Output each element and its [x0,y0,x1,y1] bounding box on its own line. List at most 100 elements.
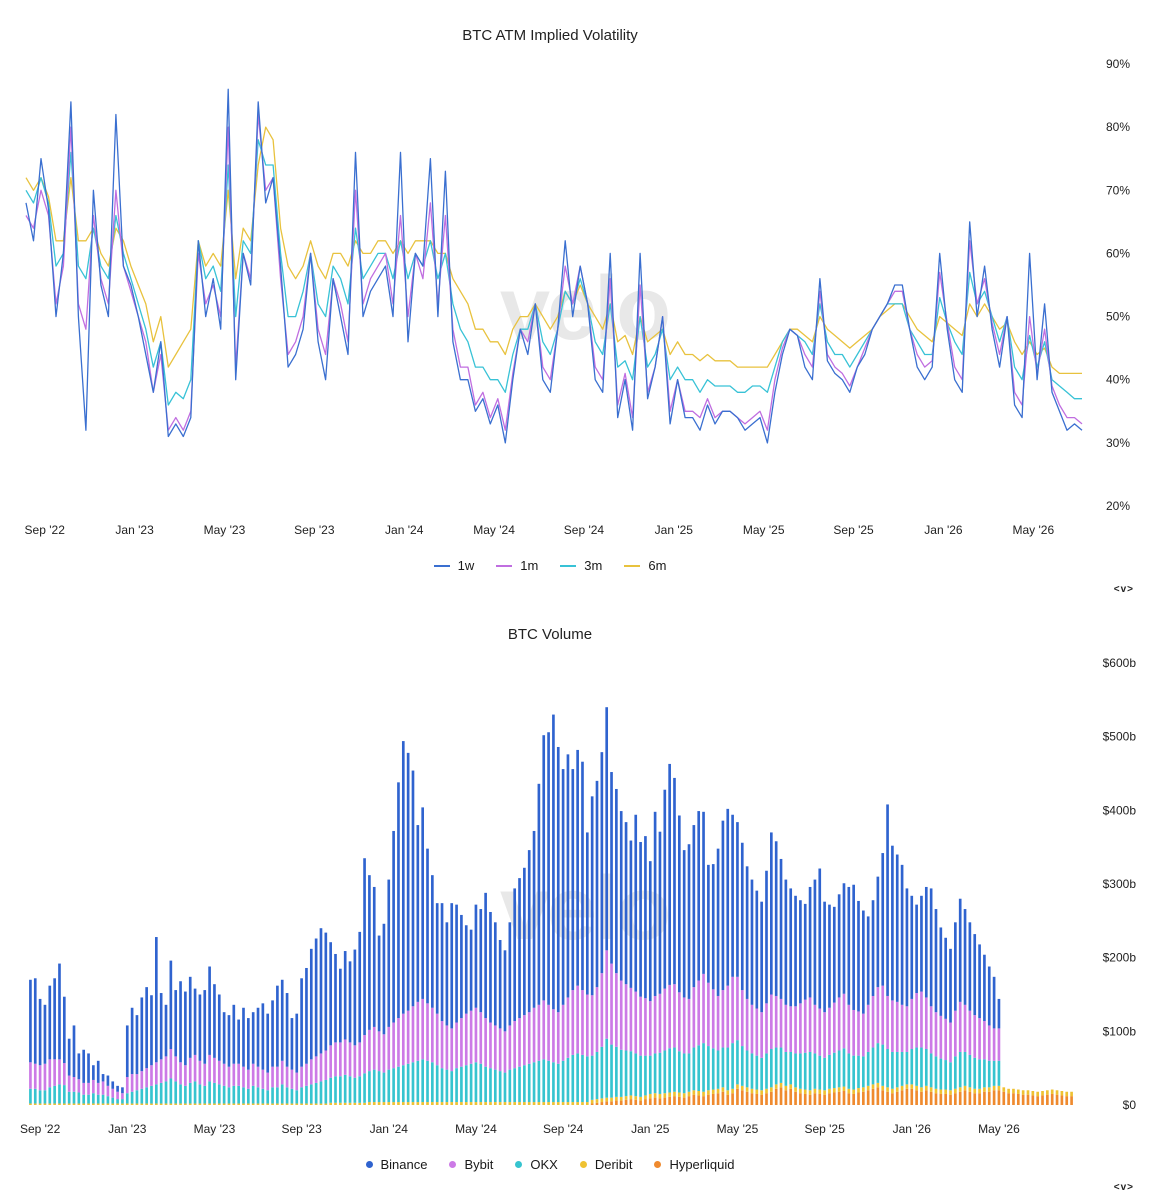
iv-x-tick: Sep '24 [564,523,605,537]
volume-bar-okx [731,1043,734,1089]
volume-bar-binance [740,842,744,991]
volume-bar-okx [155,1084,158,1104]
volume-bar-binance [96,1060,100,1083]
volume-bar-okx [547,1060,550,1103]
volume-bar-deribit [711,1089,715,1094]
legend-swatch [449,1161,457,1168]
iv-legend-nav[interactable]: <v> [1113,584,1134,595]
legend-item-hyperliquid[interactable]: Hyperliquid [654,1157,734,1172]
volume-bar-binance [949,948,952,1023]
volume-bar-okx [949,1062,952,1091]
volume-bar-deribit [755,1089,759,1094]
volume-bar-deribit [518,1102,521,1105]
volume-bar-deribit [242,1103,245,1105]
iv-x-tick: Sep '25 [833,523,874,537]
legend-item-3m[interactable]: 3m [560,558,602,573]
volume-bar-okx [799,1053,802,1089]
volume-bar-binance [431,875,434,1008]
volume-bar-bybit [377,1031,381,1072]
volume-bar-binance [237,1019,240,1064]
volume-bar-binance [140,997,144,1072]
volume-bar-deribit [431,1102,434,1105]
volume-legend-nav[interactable]: <v> [1113,1182,1134,1193]
volume-bar-okx [745,1050,749,1088]
volume-bar-okx [247,1088,250,1104]
volume-bar-bybit [372,1026,376,1070]
volume-bar-bybit [348,1042,352,1077]
volume-bar-okx [130,1091,134,1104]
volume-bar-okx [300,1087,303,1104]
volume-bar-bybit [193,1054,197,1082]
volume-bar-deribit [1012,1088,1015,1094]
legend-item-binance[interactable]: Binance [365,1157,427,1172]
legend-item-6m[interactable]: 6m [624,558,666,573]
volume-bar-bybit [48,1059,52,1088]
volume-bar-deribit [474,1102,478,1105]
volume-bar-binance [784,879,788,1005]
volume-bar-deribit [111,1103,115,1105]
volume-bar-bybit [426,1003,429,1061]
volume-bar-deribit [184,1103,187,1105]
legend-item-1w[interactable]: 1w [433,558,474,573]
volume-bar-okx [784,1051,788,1086]
volume-bar-bybit [740,990,744,1047]
volume-bar-hyperliquid [615,1100,618,1105]
volume-bar-bybit [910,998,914,1050]
volume-bar-deribit [169,1103,173,1105]
volume-bar-okx [668,1048,671,1093]
volume-bar-binance [164,1004,168,1057]
volume-bar-deribit [450,1102,454,1105]
volume-bar-hyperliquid [842,1091,846,1105]
volume-bar-bybit [644,998,647,1056]
volume-bar-deribit [1041,1091,1044,1096]
volume-bar-binance [377,935,381,1032]
volume-bar-deribit [358,1102,362,1105]
volume-bar-okx [915,1047,918,1086]
volume-bar-binance [585,832,589,995]
volume-bar-bybit [832,1002,836,1053]
volume-bar-binance [489,911,492,1023]
volume-bar-hyperliquid [711,1093,715,1105]
volume-bar-binance [924,886,928,998]
volume-bar-hyperliquid [692,1094,696,1105]
legend-item-okx[interactable]: OKX [515,1157,558,1172]
volume-bar-hyperliquid [639,1100,642,1105]
volume-bar-bybit [721,990,725,1048]
volume-bar-okx [53,1085,56,1104]
volume-bar-hyperliquid [939,1093,943,1105]
volume-bar-deribit [96,1103,100,1105]
volume-bar-deribit [280,1103,284,1105]
volume-bar-okx [106,1096,110,1104]
volume-bar-deribit [653,1093,657,1098]
legend-item-1m[interactable]: 1m [496,558,538,573]
volume-bar-okx [372,1069,376,1103]
volume-bar-deribit [818,1089,822,1094]
volume-bar-bybit [406,1010,410,1064]
volume-bar-okx [416,1060,420,1103]
volume-bar-deribit [368,1102,371,1105]
volume-bar-binance [43,1004,47,1064]
volume-bar-bybit [949,1022,952,1063]
volume-bar-bybit [469,1010,473,1064]
volume-bar-binance [193,988,197,1055]
iv-line-1m [25,113,1083,431]
volume-bar-bybit [842,993,846,1049]
volume-bar-okx [600,1046,604,1099]
volume-bar-bybit [900,1004,904,1052]
volume-bar-okx [469,1063,473,1103]
volume-bar-bybit [455,1022,458,1069]
volume-bar-okx [871,1047,875,1085]
legend-item-bybit[interactable]: Bybit [449,1157,493,1172]
volume-bar-deribit [581,1102,584,1105]
volume-bar-okx [929,1053,933,1088]
volume-bar-hyperliquid [668,1096,671,1105]
volume-bar-okx [978,1059,981,1089]
volume-bar-binance [348,961,352,1043]
volume-x-axis: Sep '22 Jan '23 May '23 Sep '23 Jan '24 May '… [20,1122,1020,1136]
volume-bar-binance [392,830,395,1023]
volume-bar-binance [823,901,826,1013]
volume-bar-hyperliquid [1065,1096,1069,1105]
legend-item-deribit[interactable]: Deribit [579,1157,632,1172]
volume-bar-bybit [711,989,715,1049]
volume-bar-binance [736,822,739,977]
